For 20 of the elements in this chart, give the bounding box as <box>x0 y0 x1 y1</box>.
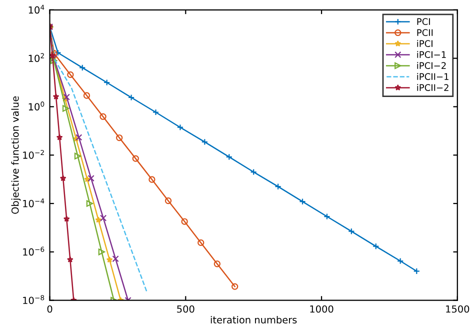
y-tick-label: 10$^{4}$ <box>28 4 44 14</box>
x-tick-label: 500 <box>177 305 194 313</box>
y-tick-label: 10$^{−2}$ <box>23 150 44 159</box>
x-tick-label: 1500 <box>446 305 470 313</box>
y-tick-label: 10$^{−8}$ <box>23 295 44 304</box>
legend-label: iPCII−1 <box>417 72 448 80</box>
x-axis-title: iteration numbers <box>210 316 297 324</box>
legend-label: PCI <box>417 18 430 26</box>
y-tick-label: 10$^{−6}$ <box>23 246 44 256</box>
legend-label: iPCII−2 <box>417 84 448 91</box>
y-tick-label: 10$^{0}$ <box>28 102 44 110</box>
y-tick-label: 10$^{2}$ <box>28 53 44 62</box>
y-tick-label: 10$^{−4}$ <box>23 198 44 208</box>
x-tick-label: 0 <box>47 305 52 313</box>
x-tick-label: 1000 <box>310 305 334 313</box>
legend-label: PCII <box>417 29 433 36</box>
legend-label: iPCI−2 <box>417 62 446 69</box>
legend-label: iPCI−1 <box>417 51 446 58</box>
y-axis-title: Objective function value <box>11 96 21 214</box>
legend-label: iPCI <box>417 40 432 47</box>
